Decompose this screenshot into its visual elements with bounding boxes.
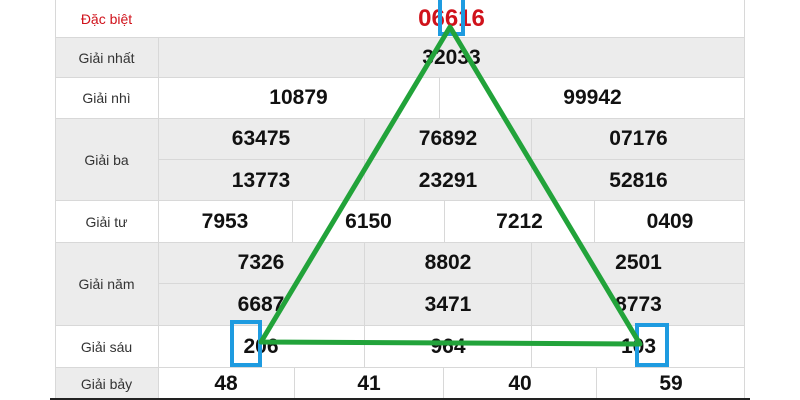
second-value: 99942	[563, 86, 622, 109]
row-fourth: Giải tư 7953 6150 7212 0409	[55, 201, 745, 243]
fifth-value: 8802	[365, 243, 532, 284]
fifth-value: 2501	[532, 243, 745, 284]
label-third: Giải ba	[55, 119, 159, 200]
seventh-value: 40	[444, 368, 597, 400]
second-value: 10879	[158, 78, 440, 118]
highlight-box-sixth-left	[230, 320, 262, 367]
fifth-value: 3471	[365, 284, 532, 326]
triangle-overlay	[258, 24, 643, 347]
sixth-value: 964	[365, 326, 532, 367]
third-value: 13773	[158, 160, 365, 201]
fourth-value: 0409	[646, 209, 694, 233]
row-fifth: Giải năm 7326 8802 2501 6687 3471 8773	[55, 243, 745, 326]
fifth-value: 6687	[158, 284, 365, 326]
label-second: Giải nhì	[55, 78, 159, 118]
third-value: 52816	[609, 168, 668, 192]
label-fifth: Giải năm	[55, 243, 159, 325]
third-value: 07176	[532, 119, 745, 160]
fourth-value: 7953	[158, 201, 293, 242]
third-value: 63475	[158, 119, 365, 160]
row-third: Giải ba 63475 76892 07176 13773 23291 52…	[55, 119, 745, 201]
seventh-value: 48	[158, 368, 295, 400]
row-seventh: Giải bảy 48 41 40 59	[55, 368, 745, 400]
label-sixth: Giải sáu	[55, 326, 159, 367]
label-seventh: Giải bảy	[55, 368, 159, 400]
label-first: Giải nhất	[55, 38, 159, 77]
fifth-value: 8773	[615, 293, 662, 316]
seventh-value: 41	[295, 368, 444, 400]
fourth-value: 7212	[445, 201, 595, 242]
row-first: Giải nhất 32033	[55, 38, 745, 78]
label-fourth: Giải tư	[55, 201, 159, 242]
label-special: Đặc biệt	[55, 0, 159, 37]
third-value: 76892	[365, 119, 532, 160]
seventh-value: 59	[659, 372, 683, 395]
fourth-value: 6150	[293, 201, 445, 242]
fifth-value: 7326	[158, 243, 365, 284]
bottom-border	[50, 398, 750, 400]
third-value: 23291	[365, 160, 532, 201]
